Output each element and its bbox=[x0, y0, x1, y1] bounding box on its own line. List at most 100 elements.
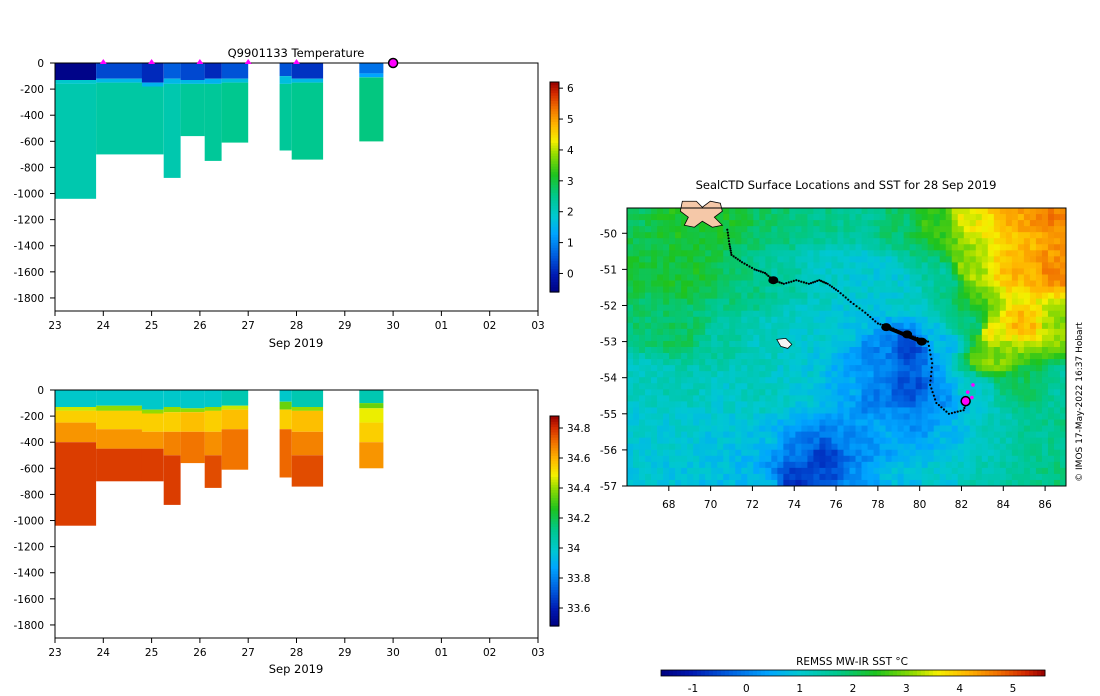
sst-cell bbox=[933, 250, 941, 257]
sst-cell bbox=[963, 214, 971, 221]
sst-cell bbox=[699, 347, 706, 354]
sst-cell bbox=[879, 425, 886, 433]
sst-cell bbox=[927, 310, 935, 318]
sst-cell bbox=[813, 244, 820, 251]
sst-cell bbox=[645, 413, 652, 420]
sst-cell bbox=[1035, 461, 1043, 469]
track-point bbox=[855, 305, 858, 308]
sst-cell bbox=[897, 353, 905, 360]
sst-cell bbox=[813, 359, 820, 366]
sst-cell bbox=[759, 353, 766, 360]
sst-cell bbox=[987, 407, 995, 414]
track-point bbox=[802, 281, 806, 284]
sst-cell bbox=[693, 334, 700, 342]
sst-cell bbox=[825, 262, 832, 269]
sst-cell bbox=[801, 322, 808, 330]
sst-cell bbox=[993, 365, 1001, 372]
sst-cell bbox=[771, 377, 778, 384]
sst-cell bbox=[807, 238, 814, 245]
sst-cell bbox=[873, 395, 880, 402]
sst-cell bbox=[957, 365, 965, 372]
sst-cell bbox=[669, 340, 676, 348]
sst-cell bbox=[867, 371, 874, 378]
sst-cell bbox=[711, 328, 718, 336]
sst-cell bbox=[1041, 298, 1049, 306]
sst-cell bbox=[831, 334, 838, 342]
sst-cell bbox=[879, 383, 886, 390]
sst-cell bbox=[639, 262, 646, 269]
profile-cell bbox=[204, 83, 222, 161]
sst-cell bbox=[819, 316, 826, 324]
sst-cell bbox=[849, 262, 856, 269]
sst-cell bbox=[1053, 449, 1061, 457]
sst-cell bbox=[663, 298, 670, 306]
track-point bbox=[931, 362, 934, 365]
sst-cell bbox=[705, 292, 712, 300]
sst-cell bbox=[867, 473, 874, 481]
sst-cell bbox=[957, 292, 965, 300]
sst-cell bbox=[843, 310, 850, 318]
sst-cell bbox=[711, 401, 718, 408]
sst-cell bbox=[735, 250, 742, 257]
sst-cell bbox=[1005, 220, 1013, 227]
sst-cell bbox=[627, 316, 634, 324]
sst-cell bbox=[777, 250, 784, 257]
colorbar-frame bbox=[660, 669, 1046, 677]
sst-cell bbox=[639, 437, 646, 445]
sst-cell bbox=[909, 449, 917, 457]
sst-cell bbox=[861, 268, 868, 275]
sst-cell bbox=[999, 220, 1007, 227]
sst-cell bbox=[633, 274, 640, 281]
sst-cell bbox=[741, 310, 748, 318]
track-point bbox=[727, 234, 730, 237]
sst-cell bbox=[1047, 238, 1055, 245]
colorbar-tick-label: 5 bbox=[567, 114, 574, 126]
sst-cell bbox=[789, 232, 796, 239]
sst-cell bbox=[1047, 377, 1055, 384]
profile-cell bbox=[163, 455, 181, 505]
sst-cell bbox=[951, 371, 959, 378]
sst-cell bbox=[1053, 407, 1061, 414]
sst-cell bbox=[795, 455, 802, 463]
sst-cell bbox=[897, 473, 905, 481]
sst-cell bbox=[1053, 455, 1061, 463]
colorbar-step bbox=[737, 670, 742, 676]
sst-cell bbox=[723, 377, 730, 384]
sst-cell bbox=[1029, 389, 1037, 396]
sst-cell bbox=[897, 220, 905, 227]
colorbar-step bbox=[905, 670, 910, 676]
sst-cell bbox=[921, 401, 929, 408]
sst-cell bbox=[1059, 371, 1067, 378]
sst-cell bbox=[645, 407, 652, 414]
sst-cell bbox=[759, 473, 766, 481]
sst-cell bbox=[687, 479, 694, 487]
sst-cell bbox=[657, 310, 664, 318]
sst-cell bbox=[747, 407, 754, 414]
colorbar-step bbox=[757, 670, 762, 676]
sst-cell bbox=[897, 268, 905, 275]
sst-cell bbox=[687, 401, 694, 408]
sst-cell bbox=[975, 371, 983, 378]
sst-cell bbox=[819, 353, 826, 360]
sst-cell bbox=[1035, 220, 1043, 227]
sst-cell bbox=[633, 437, 640, 445]
sst-cell bbox=[723, 232, 730, 239]
sst-cell bbox=[813, 250, 820, 257]
sst-cell bbox=[795, 244, 802, 251]
sst-cell bbox=[789, 316, 796, 324]
sst-cell bbox=[831, 437, 838, 445]
sst-cell bbox=[669, 262, 676, 269]
track-point bbox=[778, 281, 781, 284]
sst-cell bbox=[801, 443, 808, 451]
sst-cell bbox=[651, 455, 658, 463]
sst-cell bbox=[669, 389, 676, 396]
sst-cell bbox=[639, 449, 646, 457]
sst-cell bbox=[927, 316, 935, 324]
sst-cell bbox=[855, 467, 862, 475]
sst-cell bbox=[669, 383, 676, 390]
sst-cell bbox=[945, 340, 953, 348]
sst-cell bbox=[825, 286, 832, 294]
sst-cell bbox=[969, 431, 977, 439]
sst-cell bbox=[711, 473, 718, 481]
sst-cell bbox=[705, 268, 712, 275]
